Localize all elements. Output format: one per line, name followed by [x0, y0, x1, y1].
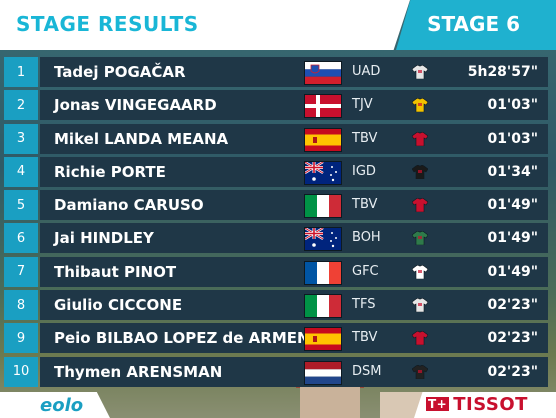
row-bar: [40, 123, 548, 154]
team-code: UAD: [352, 64, 381, 79]
team-jersey-icon: [411, 330, 429, 346]
italy-flag-icon: [304, 294, 342, 319]
result-row: 10 Thymen ARENSMAN DSM 02'23": [4, 356, 552, 387]
rider-name: Damiano CARUSO: [54, 196, 204, 215]
result-row: 7 Thibaut PINOT GFC 01'49": [4, 256, 552, 287]
team-code: TJV: [352, 97, 373, 113]
rider-name: Jai HINDLEY: [54, 229, 154, 248]
result-row: 3 Mikel LANDA MEANA TBV 01'03": [4, 123, 552, 154]
rider-name: Peio BILBAO LOPEZ de ARMENTIA: [54, 329, 337, 348]
netherlands-flag-icon: [304, 360, 342, 385]
rank-cell: 2: [4, 90, 38, 121]
rider-name: Richie PORTE: [54, 162, 166, 181]
result-row: 9 Peio BILBAO LOPEZ de ARMENTIA TBV 02'23": [4, 323, 552, 354]
row-bar: [40, 57, 548, 87]
row-bar: [40, 323, 548, 354]
result-row: 4 Richie PORTE IGD 01'34": [4, 156, 552, 187]
rank-cell: 9: [4, 323, 38, 354]
rank-cell: 4: [4, 156, 38, 187]
time-gap: 01'34": [487, 163, 538, 180]
rank-cell: 3: [4, 123, 38, 154]
rank-cell: 5: [4, 190, 38, 221]
page-title: STAGE RESULTS: [16, 12, 199, 36]
time-gap: 01'03": [487, 130, 538, 147]
results-table: 1 Tadej POGAČAR UAD 5h28'57" 2 Jonas VINGEGAA…: [4, 57, 552, 390]
team-code: TFS: [352, 297, 376, 313]
time-gap: 5h28'57": [467, 64, 538, 80]
team-code: IGD: [352, 163, 376, 179]
row-bar: [40, 190, 548, 221]
tissot-logo: T+ TISSOT: [426, 394, 528, 415]
row-bar: [40, 156, 548, 187]
header-stage-panel: [396, 0, 556, 50]
tissot-mark-icon: T+: [426, 397, 450, 411]
australia-flag-icon: [304, 227, 342, 252]
team-jersey-icon: [411, 64, 429, 80]
team-jersey-icon: [411, 230, 429, 246]
sponsor-name: TISSOT: [453, 394, 528, 415]
australia-flag-icon: [304, 160, 342, 185]
team-jersey-icon: [411, 131, 429, 146]
team-jersey-icon: [411, 97, 429, 113]
slovenia-flag-icon: [304, 61, 342, 85]
rider-name: Tadej POGAČAR: [54, 63, 186, 81]
france-flag-icon: [304, 260, 342, 285]
team-jersey-icon: [411, 264, 429, 280]
time-gap: 02'23": [487, 330, 538, 347]
spain-flag-icon: [304, 327, 342, 352]
rider-name: Thymen ARENSMAN: [54, 362, 223, 381]
rider-name: Thibaut PINOT: [54, 262, 177, 281]
row-bar: [40, 290, 548, 321]
italy-flag-icon: [304, 194, 342, 219]
eolo-logo: eolo: [40, 395, 84, 416]
rider-name: Jonas VINGEGAARD: [54, 96, 217, 115]
team-jersey-icon: [411, 297, 429, 313]
footer-left-panel: [0, 392, 110, 418]
rider-name: Mikel LANDA MEANA: [54, 129, 229, 148]
row-bar: [40, 256, 548, 287]
time-gap: 02'23": [487, 297, 538, 314]
rank-cell: 1: [4, 57, 38, 87]
rank-cell: 7: [4, 256, 38, 287]
rank-cell: 6: [4, 223, 38, 254]
team-jersey-icon: [411, 197, 429, 213]
row-bar: [40, 223, 548, 254]
team-code: TBV: [352, 197, 378, 213]
team-jersey-icon: [411, 364, 429, 379]
spain-flag-icon: [304, 127, 342, 152]
stage-label: STAGE 6: [427, 12, 520, 36]
team-code: DSM: [352, 363, 382, 379]
header-title-panel: [0, 0, 410, 50]
time-gap: 01'49": [487, 230, 538, 247]
rank-cell: 8: [4, 290, 38, 321]
team-code: BOH: [352, 230, 381, 246]
time-gap: 01'49": [487, 197, 538, 214]
result-row: 6 Jai HINDLEY BOH 01'49": [4, 223, 552, 254]
team-jersey-icon: [411, 164, 429, 180]
result-row: 8 Giulio CICCONE TFS 02'23": [4, 290, 552, 321]
team-code: TBV: [352, 330, 378, 346]
row-bar: [40, 356, 548, 387]
time-gap: 01'03": [487, 97, 538, 114]
rider-name: Giulio CICCONE: [54, 296, 183, 315]
denmark-flag-icon: [304, 94, 342, 119]
result-row: 2 Jonas VINGEGAARD TJV 01'03": [4, 90, 552, 121]
time-gap: 01'49": [487, 263, 538, 280]
team-code: TBV: [352, 130, 378, 146]
result-row: 5 Damiano CARUSO TBV 01'49": [4, 190, 552, 221]
team-code: GFC: [352, 263, 379, 279]
row-bar: [40, 90, 548, 121]
house: [300, 386, 360, 418]
rank-cell: 10: [4, 356, 38, 387]
result-row: 1 Tadej POGAČAR UAD 5h28'57": [4, 57, 552, 87]
time-gap: 02'23": [487, 363, 538, 380]
